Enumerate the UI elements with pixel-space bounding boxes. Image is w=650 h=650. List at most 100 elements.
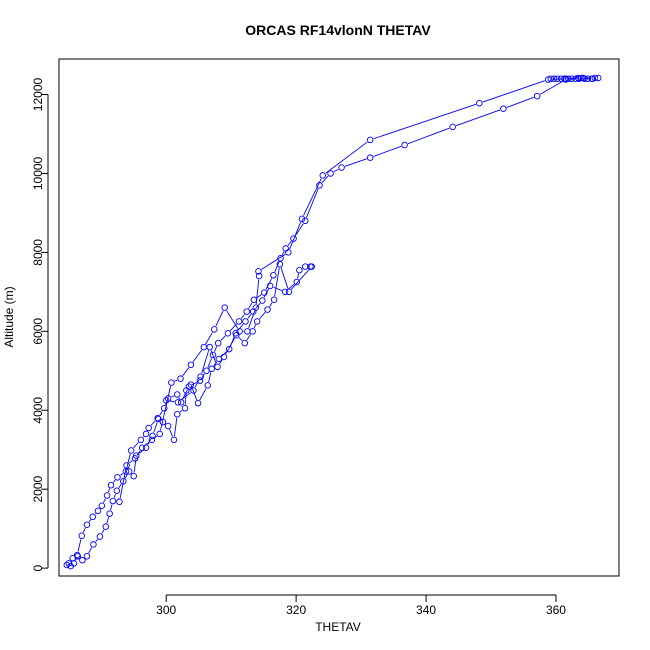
series-segment [205, 332, 213, 345]
data-point [591, 74, 599, 82]
data-point [561, 75, 568, 82]
series-segment [246, 334, 251, 341]
data-point [500, 105, 507, 112]
series-segment [119, 468, 127, 499]
series-segment [321, 175, 329, 183]
series-segment [88, 547, 93, 554]
data-point [319, 172, 327, 179]
series-segment [540, 80, 563, 95]
data-point [255, 268, 262, 275]
series-segment [171, 395, 175, 398]
data-point [565, 75, 572, 82]
series-segment [226, 310, 239, 329]
data-point [173, 410, 181, 418]
series-segment [82, 527, 86, 533]
series-segment [169, 429, 173, 437]
series-segment [291, 268, 310, 290]
series-segment [256, 294, 262, 299]
data-point [547, 75, 555, 82]
series-segment [103, 498, 106, 503]
data-point [449, 123, 456, 131]
series-segment [129, 460, 133, 464]
data-point [63, 561, 71, 569]
series-segment [194, 379, 200, 388]
series-segment [124, 474, 128, 479]
data-point [187, 361, 195, 369]
series-segment [344, 158, 367, 167]
data-point [290, 235, 297, 242]
series-segment [482, 80, 545, 103]
data-point [190, 387, 197, 394]
series-segment [192, 349, 203, 363]
data-point [197, 373, 204, 380]
series-segment [201, 350, 210, 374]
series-segment [269, 302, 273, 307]
x-tick-label: 320 [286, 603, 306, 617]
data-point [235, 318, 243, 325]
data-point [102, 523, 110, 530]
series-segment [259, 312, 266, 320]
data-point [160, 405, 168, 412]
series-segment [506, 96, 534, 108]
data-point [109, 497, 117, 505]
series-segment [182, 367, 190, 377]
series-segment [253, 324, 257, 329]
series-segment [261, 253, 286, 270]
series-segment [248, 310, 256, 329]
data-point [264, 306, 271, 313]
data-point [249, 328, 256, 335]
data-point [554, 75, 561, 82]
data-point [366, 154, 374, 161]
series-segment [220, 335, 226, 341]
y-tick-label: 10000 [31, 156, 45, 190]
data-point [149, 432, 156, 440]
series-segment [210, 350, 217, 364]
y-tick-label: 2000 [31, 476, 45, 503]
series-segment [214, 346, 218, 352]
series-segment [95, 539, 98, 542]
series-segment [88, 519, 92, 523]
series-segment [107, 488, 111, 493]
series-segment [225, 338, 235, 355]
series-segment [373, 145, 402, 157]
data-point [578, 74, 585, 82]
x-tick-label: 360 [546, 603, 566, 617]
data-point [183, 387, 190, 394]
x-tick-label: 300 [156, 603, 176, 617]
series-2 [70, 263, 314, 567]
series-segment [178, 397, 180, 400]
data-point [259, 297, 266, 304]
data-point [533, 92, 541, 100]
data-point [261, 289, 268, 296]
data-point [89, 513, 97, 521]
series-segment [295, 223, 304, 236]
y-tick-label: 8000 [31, 239, 45, 266]
data-point [170, 436, 178, 444]
series-segment [154, 435, 158, 439]
data-point [557, 75, 565, 82]
data-point [584, 75, 592, 82]
x-axis: 300 320 340 360 [156, 594, 566, 617]
data-point [177, 375, 184, 382]
series-segment [191, 387, 198, 400]
series-4 [162, 260, 315, 406]
data-point [211, 326, 218, 333]
data-point [236, 328, 243, 335]
data-point [270, 272, 277, 279]
data-point [162, 397, 170, 404]
data-point [241, 339, 249, 347]
series-segment [306, 188, 319, 218]
series-segment [289, 222, 302, 250]
data-point [173, 391, 181, 398]
data-point [125, 468, 133, 475]
data-point [209, 351, 217, 359]
chart-title: ORCAS RF14vlonN THETAV [245, 22, 431, 38]
data-point [220, 353, 228, 361]
data-point [156, 430, 163, 438]
data-point [148, 436, 156, 444]
series-layer [63, 74, 602, 570]
data-point [94, 507, 102, 515]
series-segment [255, 279, 260, 305]
data-point [296, 266, 303, 274]
